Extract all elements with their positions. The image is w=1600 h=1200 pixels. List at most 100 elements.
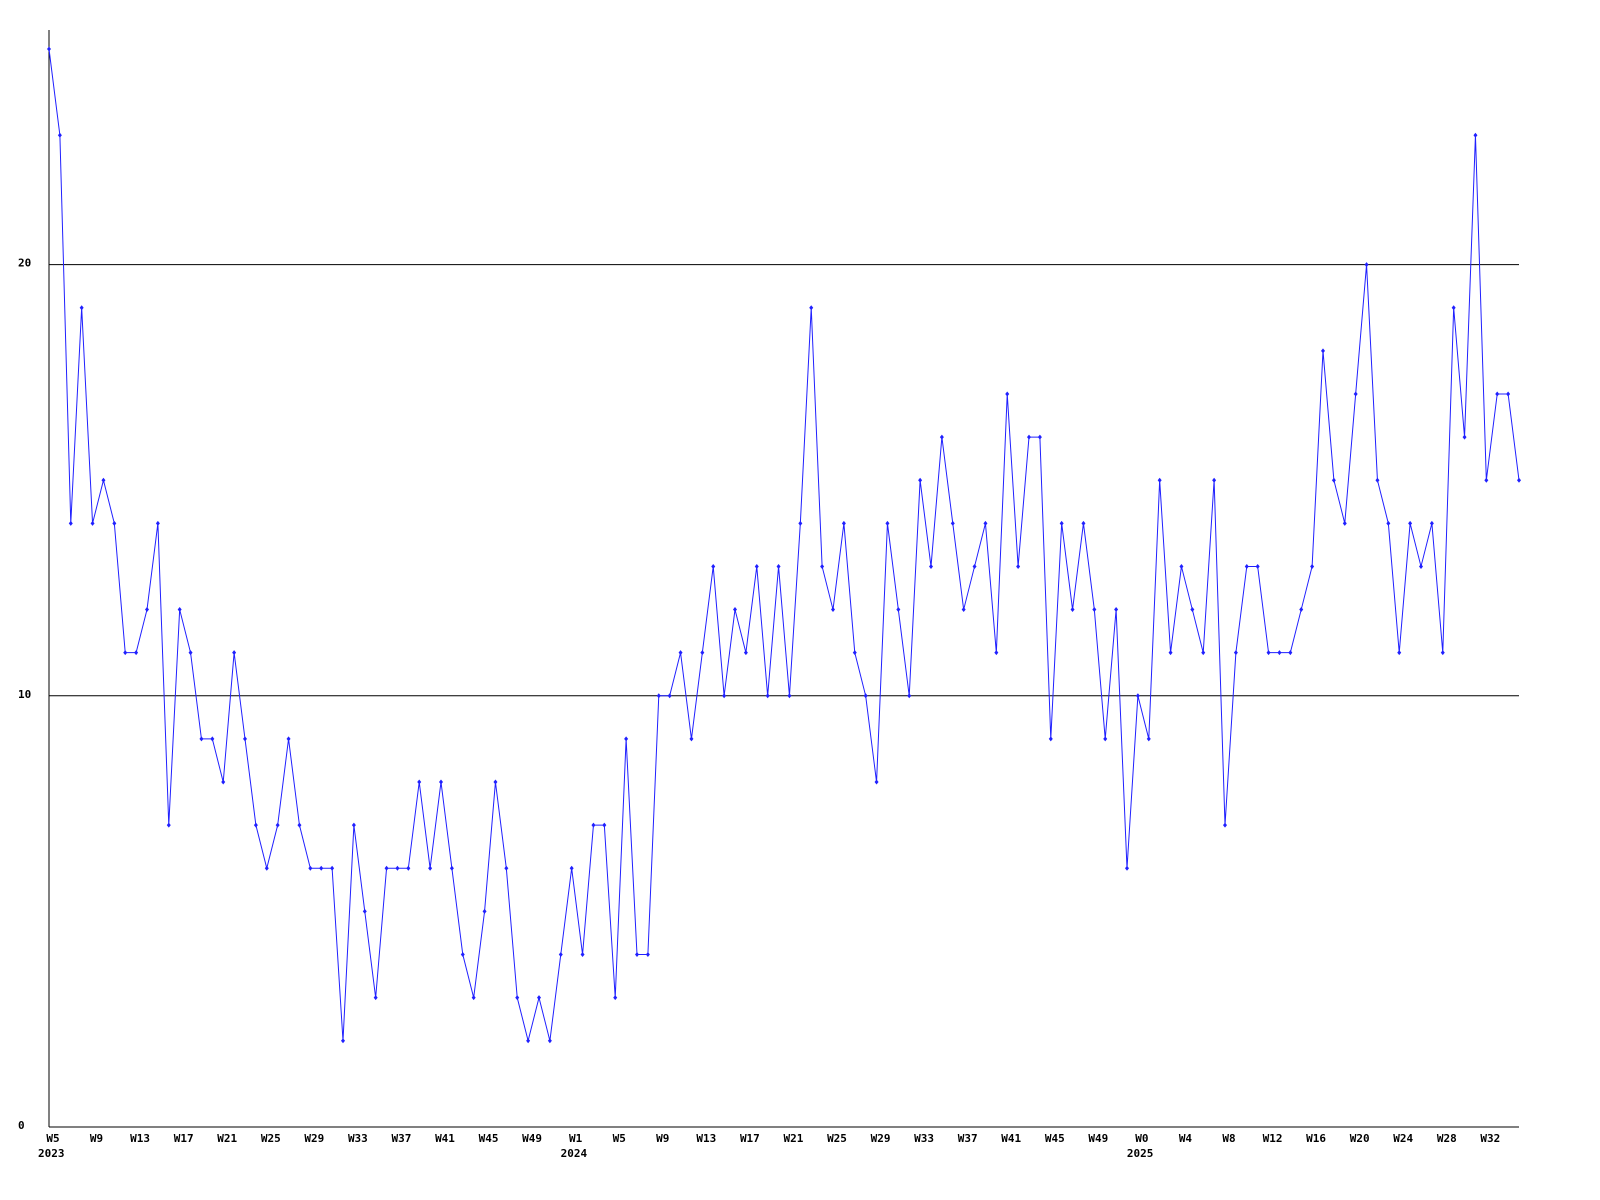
- year-label: 2025: [1127, 1147, 1154, 1160]
- marker: [373, 995, 378, 1001]
- marker: [841, 520, 846, 526]
- marker: [1037, 434, 1042, 440]
- marker: [210, 736, 215, 742]
- marker: [1146, 736, 1151, 742]
- marker: [1233, 650, 1238, 656]
- marker: [700, 650, 705, 656]
- marker: [972, 563, 977, 569]
- marker: [831, 607, 835, 613]
- marker: [635, 952, 639, 958]
- marker: [1103, 736, 1108, 742]
- x-tick-label: W28: [1437, 1132, 1457, 1145]
- x-tick-label: W4: [1179, 1132, 1193, 1145]
- x-tick-label: W29: [871, 1132, 891, 1145]
- marker: [134, 650, 139, 656]
- marker: [90, 520, 95, 526]
- marker: [264, 865, 269, 871]
- year-label: 2023: [38, 1147, 65, 1160]
- marker: [1135, 693, 1140, 699]
- marker: [591, 822, 596, 828]
- marker: [798, 520, 803, 526]
- marker: [1484, 477, 1489, 483]
- marker: [1048, 736, 1053, 742]
- x-tick-label: W5: [613, 1132, 626, 1145]
- x-tick-label: W17: [740, 1132, 760, 1145]
- marker: [362, 908, 367, 914]
- x-tick-label: W21: [784, 1132, 804, 1145]
- marker: [852, 650, 857, 656]
- marker: [188, 650, 193, 656]
- marker: [569, 865, 574, 871]
- marker: [602, 822, 607, 828]
- marker: [1070, 607, 1075, 613]
- marker: [1321, 348, 1325, 354]
- marker: [1495, 391, 1500, 397]
- marker: [885, 520, 890, 526]
- x-tick-label: W25: [261, 1132, 281, 1145]
- marker: [1168, 650, 1173, 656]
- marker: [232, 650, 237, 656]
- x-tick-label: W1: [569, 1132, 583, 1145]
- marker: [1190, 607, 1195, 613]
- x-tick-label: W16: [1306, 1132, 1326, 1145]
- marker: [667, 693, 672, 699]
- x-tick-label: W33: [348, 1132, 368, 1145]
- marker: [1440, 650, 1445, 656]
- marker: [286, 736, 291, 742]
- marker: [1005, 391, 1010, 397]
- x-tick-label: W24: [1393, 1132, 1413, 1145]
- marker: [1059, 520, 1064, 526]
- marker: [123, 650, 128, 656]
- x-tick-label: W13: [130, 1132, 150, 1145]
- x-tick-label: W13: [696, 1132, 716, 1145]
- marker: [1179, 563, 1184, 569]
- marker: [428, 865, 433, 871]
- marker: [308, 865, 313, 871]
- marker: [243, 736, 247, 742]
- marker: [809, 305, 814, 311]
- marker: [939, 434, 944, 440]
- marker: [1375, 477, 1380, 483]
- marker: [155, 520, 160, 526]
- x-tick-label: W45: [1045, 1132, 1065, 1145]
- marker: [1310, 563, 1315, 569]
- marker: [275, 822, 280, 828]
- marker: [1266, 650, 1271, 656]
- marker: [68, 520, 73, 526]
- marker: [1506, 391, 1511, 397]
- marker: [449, 865, 454, 871]
- marker: [743, 650, 748, 656]
- marker: [1364, 262, 1369, 268]
- marker: [79, 305, 84, 311]
- marker: [1473, 132, 1478, 138]
- marker: [177, 607, 182, 613]
- marker: [1016, 563, 1021, 569]
- marker: [1419, 563, 1423, 569]
- marker: [907, 693, 912, 699]
- marker: [319, 865, 324, 871]
- marker: [341, 1038, 345, 1044]
- marker: [199, 736, 204, 742]
- marker: [504, 865, 509, 871]
- marker: [112, 520, 117, 526]
- marker: [1342, 520, 1347, 526]
- marker: [787, 693, 792, 699]
- x-tick-label: W9: [656, 1132, 669, 1145]
- marker: [1212, 477, 1217, 483]
- marker: [515, 995, 520, 1001]
- x-tick-label: W37: [392, 1132, 412, 1145]
- marker: [417, 779, 422, 785]
- marker: [1223, 822, 1227, 828]
- x-tick-label: W20: [1350, 1132, 1370, 1145]
- marker: [47, 46, 51, 52]
- marker: [351, 822, 356, 828]
- marker: [613, 995, 618, 1001]
- marker: [1277, 650, 1282, 656]
- marker: [1027, 434, 1031, 440]
- marker: [1429, 520, 1434, 526]
- marker: [526, 1038, 531, 1044]
- marker: [1397, 650, 1402, 656]
- line: [48, 48, 1520, 1041]
- x-tick-label: W9: [90, 1132, 103, 1145]
- marker: [580, 952, 585, 958]
